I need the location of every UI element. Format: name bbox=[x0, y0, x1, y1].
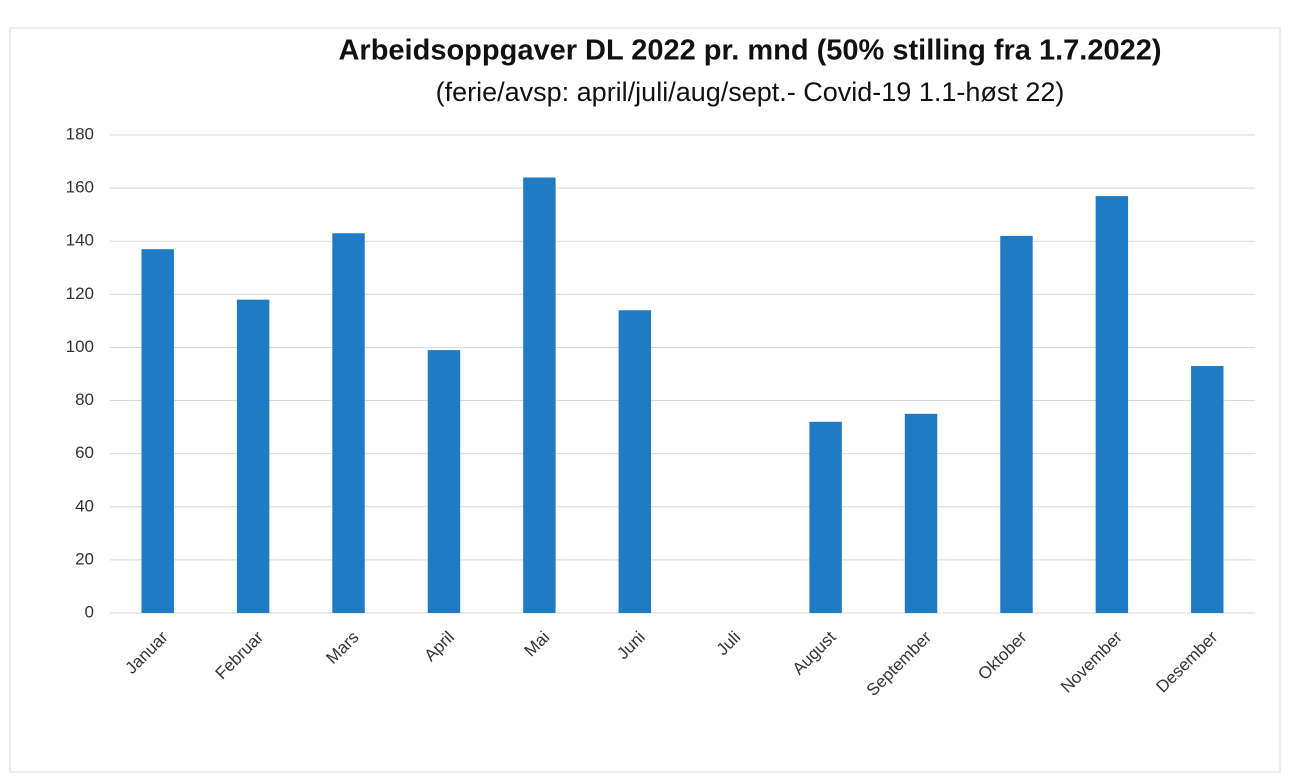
y-tick-label: 20 bbox=[75, 549, 94, 568]
bar bbox=[904, 413, 938, 613]
bar bbox=[332, 233, 365, 613]
x-tick-label: September bbox=[863, 627, 935, 699]
x-tick-label: Januar bbox=[122, 627, 172, 677]
x-tick-label: August bbox=[789, 627, 840, 678]
x-tick-label: Juni bbox=[613, 628, 648, 663]
y-tick-label: 180 bbox=[66, 124, 94, 143]
x-tick-label: November bbox=[1057, 627, 1126, 696]
y-tick-label: 0 bbox=[85, 602, 94, 621]
bar bbox=[523, 177, 556, 613]
x-tick-label: Mars bbox=[322, 628, 362, 668]
x-tick-label: April bbox=[420, 628, 457, 665]
bar bbox=[1000, 235, 1033, 613]
y-tick-label: 60 bbox=[75, 443, 94, 462]
x-tick-label: Februar bbox=[212, 627, 268, 683]
bar bbox=[809, 421, 842, 613]
y-tick-label: 40 bbox=[75, 496, 94, 515]
bar bbox=[141, 249, 174, 613]
x-tick-label: Mai bbox=[521, 628, 554, 661]
x-tick-label: Desember bbox=[1152, 627, 1221, 696]
y-tick-label: 100 bbox=[66, 337, 94, 356]
y-tick-label: 120 bbox=[66, 284, 94, 303]
chart-title: Arbeidsoppgaver DL 2022 pr. mnd (50% sti… bbox=[338, 35, 1161, 67]
y-tick-label: 140 bbox=[66, 231, 94, 250]
bar bbox=[427, 350, 461, 613]
chart-subtitle: (ferie/avsp: april/juli/aug/sept.- Covid… bbox=[436, 77, 1065, 107]
bar bbox=[1095, 196, 1129, 614]
y-tick-label: 80 bbox=[75, 390, 94, 409]
x-tick-label: Oktober bbox=[974, 627, 1030, 683]
x-tick-label: Juli bbox=[713, 628, 744, 659]
bar bbox=[236, 299, 270, 613]
bar bbox=[618, 310, 652, 613]
y-tick-label: 160 bbox=[66, 178, 94, 197]
bar bbox=[1191, 366, 1224, 613]
chart-border bbox=[9, 27, 1281, 773]
